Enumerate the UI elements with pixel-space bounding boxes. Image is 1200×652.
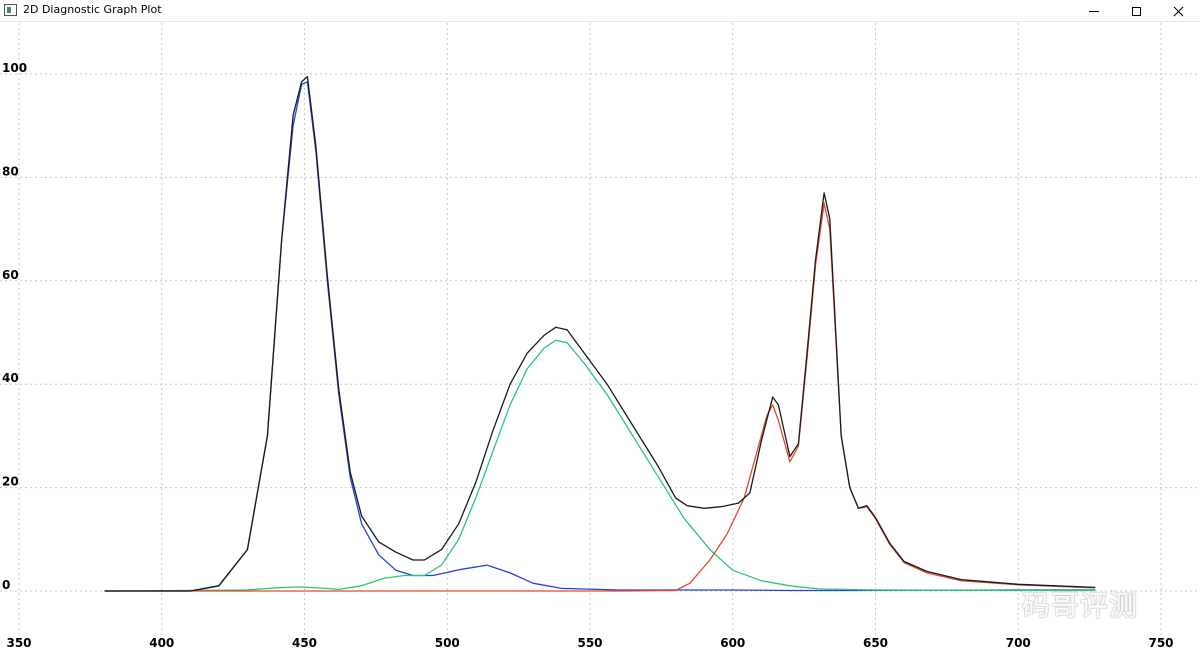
minimize-icon (1089, 10, 1099, 12)
y-tick-label-2: 40 (2, 371, 19, 385)
app-icon[interactable] (4, 4, 17, 16)
close-button[interactable] (1156, 0, 1200, 22)
x-tick-label-0: 350 (6, 636, 31, 650)
maximize-button[interactable] (1114, 0, 1158, 22)
y-tick-label-5: 100 (2, 61, 27, 75)
x-tick-label-2: 450 (292, 636, 317, 650)
x-tick-label-1: 400 (149, 636, 174, 650)
maximize-icon (1131, 6, 1141, 16)
x-tick-label-8: 750 (1148, 636, 1173, 650)
y-tick-label-3: 60 (2, 268, 19, 282)
x-tick-label-6: 650 (863, 636, 888, 650)
x-tick-label-4: 550 (577, 636, 602, 650)
plot-area: 350 400 450 500 550 600 650 700 750 0 20 40 60 80 100 (0, 23, 1200, 652)
window-title: 2D Diagnostic Graph Plot (23, 3, 162, 16)
y-tick-label-1: 20 (2, 475, 19, 489)
minimize-button[interactable] (1072, 0, 1116, 22)
x-tick-label-5: 600 (720, 636, 745, 650)
watermark: 码哥评测 (1022, 589, 1139, 622)
y-tick-label-0: 0 (2, 578, 10, 592)
x-tick-label-7: 700 (1006, 636, 1031, 650)
x-tick-label-3: 500 (435, 636, 460, 650)
y-tick-label-4: 80 (2, 164, 19, 178)
series-line-3 (104, 75, 1096, 592)
window-titlebar[interactable]: 2D Diagnostic Graph Plot (0, 0, 1200, 22)
spectrum-chart: 350 400 450 500 550 600 650 700 750 0 20 40 60 80 100 (0, 23, 1200, 650)
close-icon (1173, 6, 1184, 17)
series-line-1 (104, 339, 1096, 592)
series-line-2 (104, 202, 1096, 592)
